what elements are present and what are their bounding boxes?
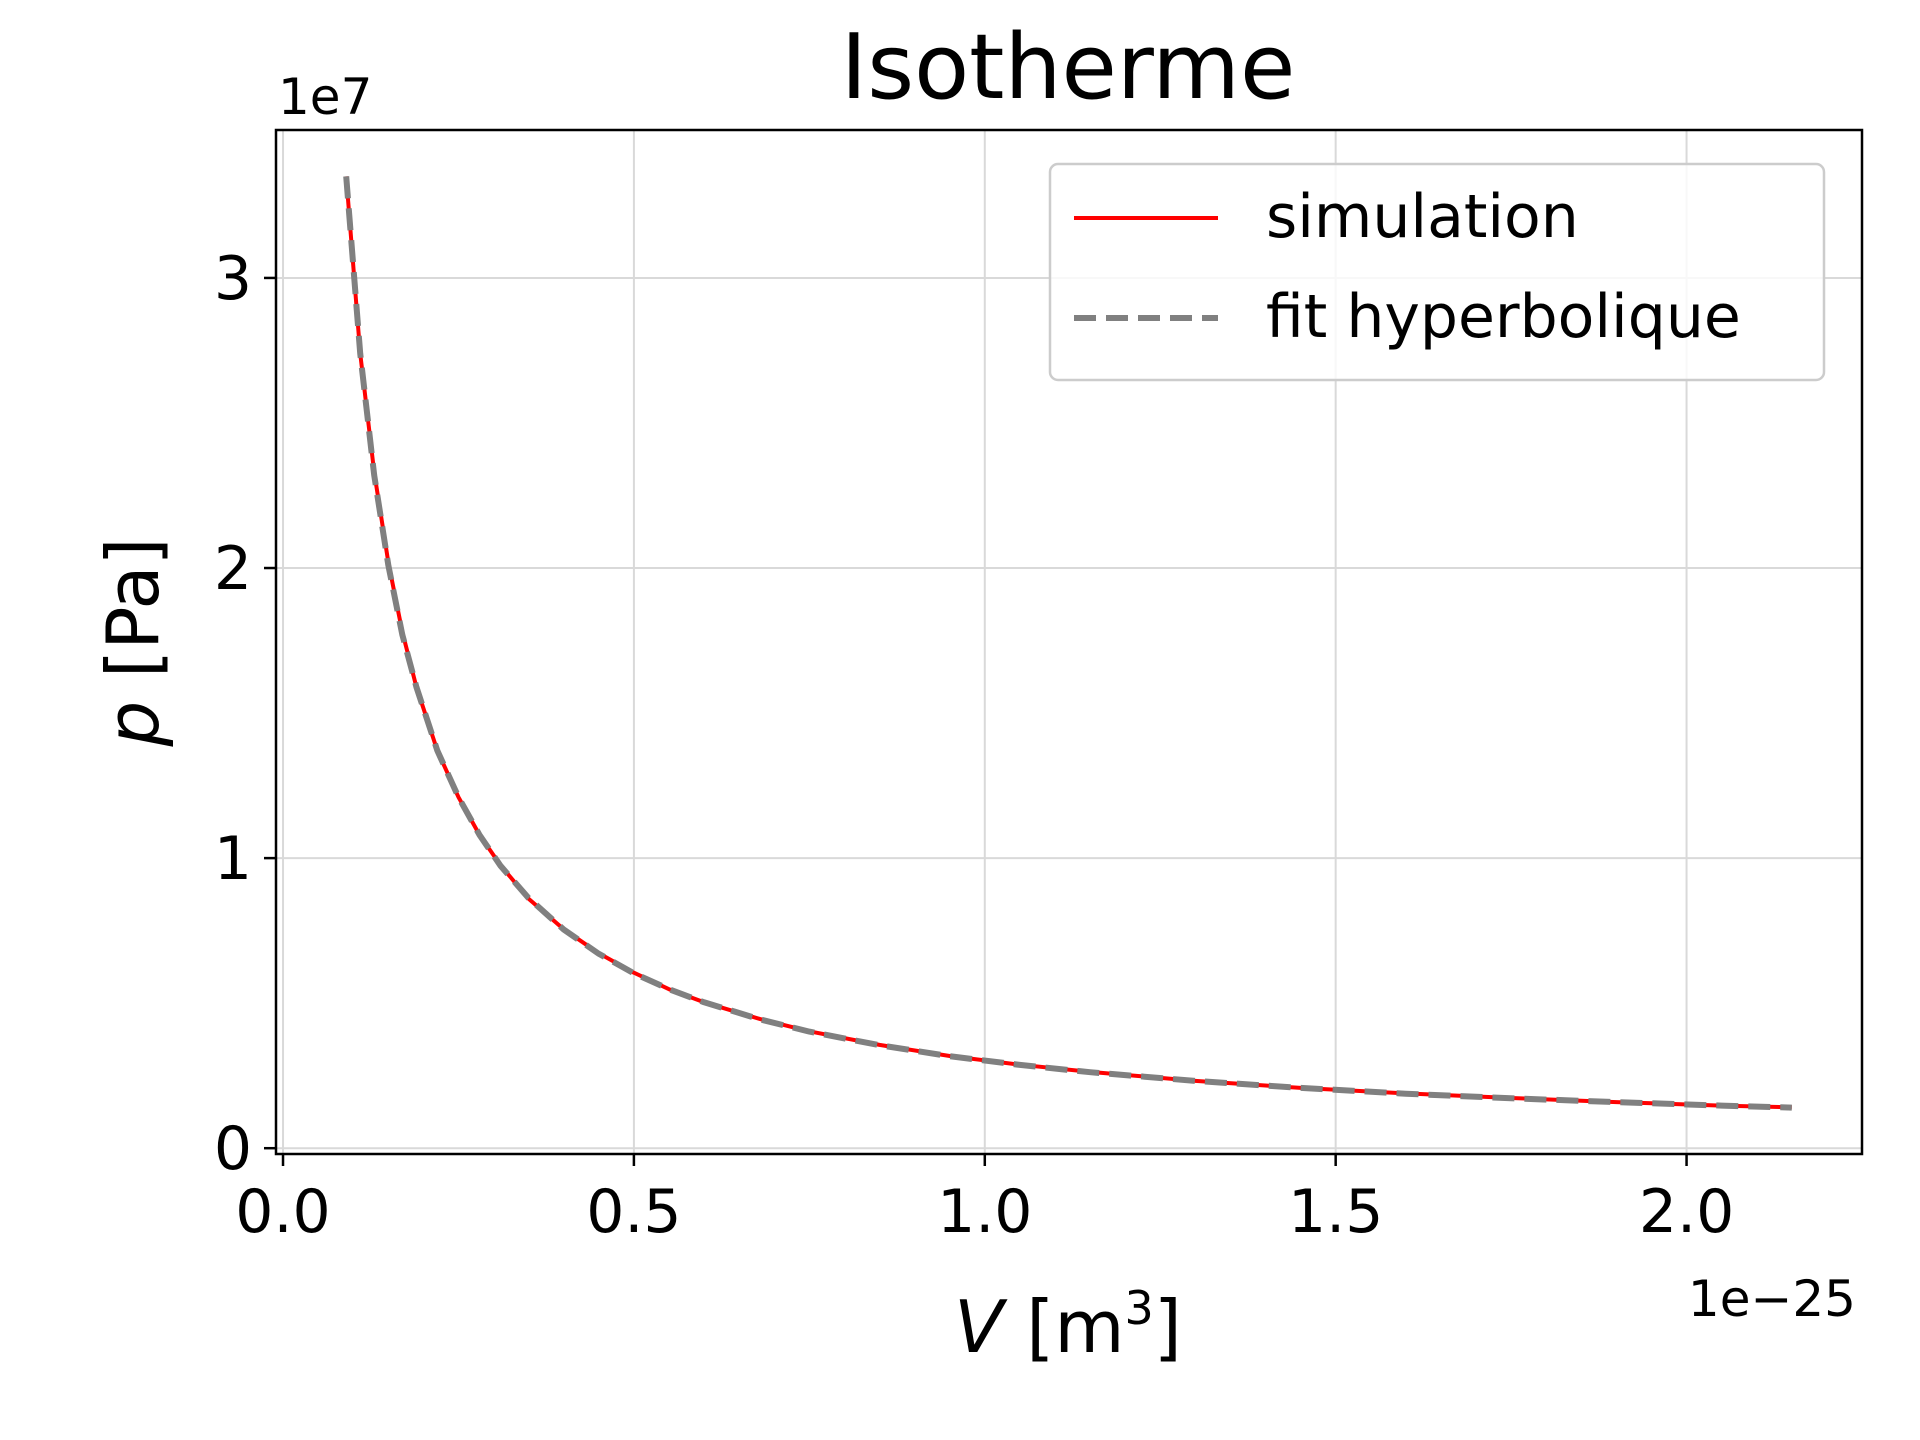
y-tick-label: 3 — [214, 244, 252, 314]
x-tick-label: 0.5 — [586, 1177, 681, 1247]
x-axis-unit: [m — [1003, 1285, 1124, 1369]
x-tick-label: 2.0 — [1639, 1177, 1734, 1247]
x-tick-label: 1.0 — [937, 1177, 1032, 1247]
x-axis-label: V [m3] — [954, 1281, 1182, 1369]
x-offset-label: 1e−25 — [1688, 1270, 1856, 1328]
x-axis-symbol: V — [954, 1285, 1008, 1369]
x-tick-label: 0.0 — [235, 1177, 330, 1247]
y-offset-label: 1e7 — [278, 68, 372, 126]
y-tick-label: 1 — [214, 824, 252, 894]
y-axis-unit: [Pa] — [91, 537, 175, 700]
legend-simulation-label: simulation — [1266, 182, 1579, 252]
y-tick-label: 2 — [214, 534, 252, 604]
legend-box — [1048, 162, 1826, 382]
legend: simulation fit hyperbolique — [1048, 162, 1826, 382]
legend-fit-label: fit hyperbolique — [1266, 282, 1741, 352]
y-axis-label: p [Pa] — [91, 537, 175, 747]
series-layer — [343, 176, 1792, 1111]
y-tick-label: 0 — [214, 1114, 252, 1184]
series-fit-hyperbolique-line — [343, 176, 1792, 1111]
x-axis-unit-close: ] — [1154, 1285, 1182, 1369]
plot-frame — [274, 128, 1864, 1156]
x-axis-unit-exponent: 3 — [1125, 1281, 1154, 1335]
y-axis-symbol: p — [91, 701, 175, 748]
y-axis-ticks: 0 1 2 3 — [214, 244, 276, 1184]
x-tick-label: 1.5 — [1288, 1177, 1383, 1247]
chart-title: Isotherme — [841, 15, 1296, 120]
x-axis-ticks: 0.0 0.5 1.0 1.5 2.0 — [235, 1154, 1734, 1247]
